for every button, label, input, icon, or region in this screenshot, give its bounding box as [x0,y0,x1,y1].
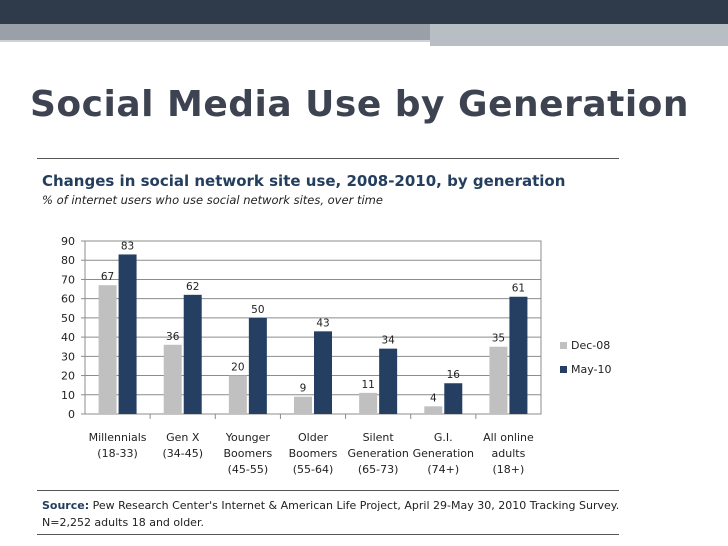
top-band-line [0,40,430,42]
x-category-label: (18-33) [97,447,138,460]
bar-dec-08 [228,375,247,414]
bar-may-10 [509,296,528,414]
data-label: 16 [447,369,461,381]
y-tick-label: 40 [61,331,75,344]
data-label: 35 [492,333,505,345]
data-label: 4 [430,392,437,404]
data-label: 9 [300,383,307,395]
x-category-label: (55-64) [293,463,334,476]
legend-swatch [560,342,567,349]
x-category-label: Silent [363,431,395,444]
y-tick-label: 0 [68,408,75,421]
data-label: 34 [381,335,395,347]
data-label: 50 [251,304,264,316]
bar-dec-08 [424,406,443,414]
legend-swatch [560,366,567,373]
x-category-label: (45-55) [228,463,269,476]
data-label: 36 [166,331,180,343]
x-category-label: Generation [413,447,474,460]
data-label: 43 [316,317,329,329]
bar-dec-08 [98,285,117,414]
data-label: 83 [121,240,134,252]
x-category-label: (18+) [493,463,525,476]
top-band-lighter [430,24,728,46]
y-tick-label: 90 [61,235,75,248]
y-tick-label: 20 [61,370,75,383]
y-tick-label: 30 [61,350,75,363]
x-category-label: Millennials [89,431,147,444]
x-category-label: (74+) [427,463,459,476]
y-tick-label: 50 [61,312,75,325]
data-label: 67 [101,271,114,283]
y-tick-label: 80 [61,254,75,267]
x-category-label: (34-45) [162,447,203,460]
data-label: 62 [186,281,199,293]
data-label: 11 [361,379,374,391]
bar-may-10 [118,254,137,414]
chart-subtitle: % of internet users who use social netwo… [42,193,383,207]
x-category-label: All online [483,431,534,444]
source-label: Source: [42,499,90,512]
x-category-label: (65-73) [358,463,399,476]
x-category-label: Gen X [166,431,200,444]
top-band-light [0,24,430,40]
bar-dec-08 [163,344,182,414]
bar-may-10 [248,317,267,414]
source-line-1: Pew Research Center's Internet & America… [92,499,620,512]
bottom-rule [37,534,619,535]
source-line-2: N=2,252 adults 18 and older. [42,516,204,529]
data-label: 61 [512,283,525,295]
x-category-label: adults [492,447,526,460]
bar-may-10 [183,294,202,414]
x-category-label: Older [298,431,328,444]
slide-title: Social Media Use by Generation [30,84,690,125]
source-note: Source: Pew Research Center's Internet &… [42,497,619,531]
plot-area [84,240,542,415]
chart-title: Changes in social network site use, 2008… [42,172,566,190]
x-category-label: Younger [225,431,271,444]
y-tick-label: 70 [61,273,75,286]
legend-label: May-10 [571,363,612,376]
chart-top-rule [37,158,619,159]
bar-may-10 [379,348,398,414]
data-label: 20 [231,362,244,374]
bar-dec-08 [294,396,312,414]
top-band-dark [0,0,728,24]
bar-may-10 [444,383,463,414]
bar-dec-08 [359,392,378,414]
bar-dec-08 [489,346,508,414]
x-category-label: Boomers [289,447,338,460]
bar-may-10 [314,331,332,414]
y-tick-label: 60 [61,293,75,306]
y-tick-label: 10 [61,389,75,402]
source-top-rule [37,490,619,491]
x-category-label: Boomers [223,447,272,460]
x-category-label: Generation [347,447,408,460]
x-category-label: G.I. [434,431,453,444]
legend-label: Dec-08 [571,339,610,352]
